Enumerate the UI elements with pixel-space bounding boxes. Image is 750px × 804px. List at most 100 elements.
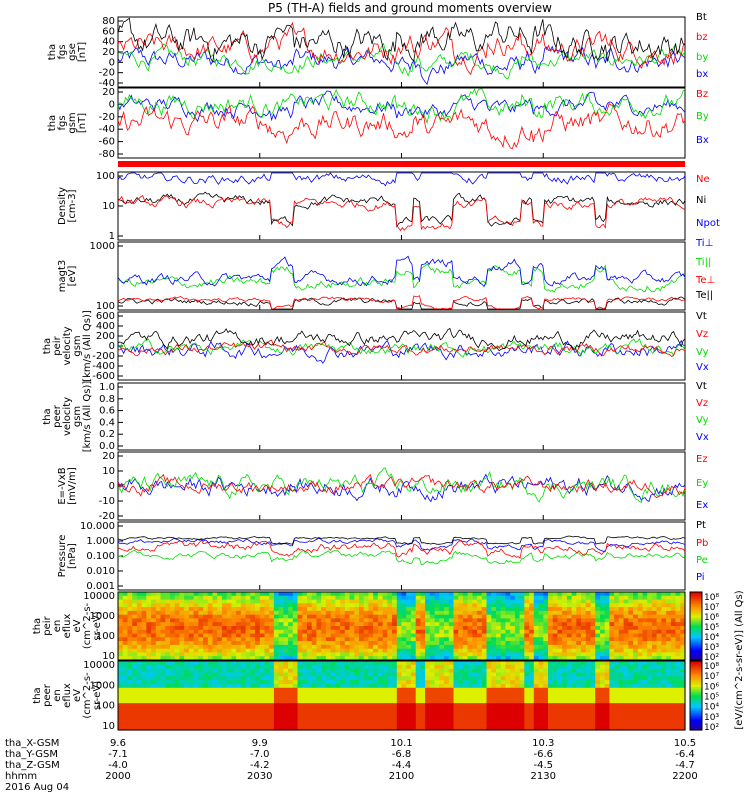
spectrogram-cell: [283, 699, 289, 704]
spectrogram-cell: [217, 648, 223, 654]
spectrogram-cell: [283, 695, 289, 700]
spectrogram-cell: [566, 684, 573, 689]
spectrogram-cell: [349, 668, 355, 674]
spectrogram-cell: [151, 691, 157, 697]
spectrogram-cell: [651, 629, 658, 635]
y-axis-label: [km/s (All Qs)]: [82, 310, 93, 382]
spectrogram-cell: [505, 603, 511, 608]
spectrogram-cell: [604, 633, 610, 638]
spectrogram-cell: [552, 603, 558, 608]
spectrogram-cell: [377, 618, 384, 623]
spectrogram-cell: [359, 703, 365, 708]
spectrogram-cell: [600, 618, 606, 623]
spectrogram-cell: [538, 668, 544, 674]
spectrogram-cell: [434, 714, 440, 720]
spectrogram-cell: [236, 626, 242, 631]
spectrogram-cell: [467, 603, 473, 608]
spectrogram-cell: [245, 603, 251, 608]
spectrogram-cell: [330, 592, 336, 597]
spectrogram-cell: [406, 603, 412, 608]
spectrogram-cell: [529, 610, 535, 616]
spectrogram-cell: [396, 668, 403, 674]
spectrogram-cell: [514, 684, 521, 689]
spectrogram-cell: [179, 626, 185, 631]
spectrogram-cell: [481, 710, 488, 716]
spectrogram-cell: [486, 603, 492, 608]
spectrogram-cell: [670, 661, 677, 666]
spectrogram-cell: [458, 607, 464, 612]
spectrogram-cell: [618, 676, 625, 681]
spectrogram-cell: [193, 707, 199, 712]
spectrogram-cell: [259, 684, 266, 689]
spectrogram-cell: [628, 641, 634, 646]
spectrogram-cell: [429, 664, 436, 670]
spectrogram-cell: [221, 672, 228, 677]
spectrogram-cell: [439, 707, 445, 712]
spectrogram-cell: [651, 644, 658, 650]
spectrogram-cell: [330, 684, 336, 689]
spectrogram-cell: [623, 629, 629, 635]
spectrogram-cell: [335, 695, 341, 700]
spectrogram-cell: [670, 714, 677, 720]
spectrogram-cell: [302, 633, 308, 638]
spectrogram-cell: [207, 710, 214, 716]
spectrogram-cell: [510, 668, 516, 674]
spectrogram-cell: [444, 695, 450, 700]
spectrogram-cell: [609, 714, 615, 720]
y-tick-label: 600: [96, 311, 115, 322]
spectrogram-cell: [571, 592, 577, 597]
spectrogram-cell: [127, 622, 133, 627]
spectrogram-cell: [368, 726, 374, 731]
spectrogram-cell: [548, 618, 554, 623]
spectrogram-cell: [514, 687, 521, 693]
spectrogram-cell: [278, 680, 284, 685]
spectrogram-cell: [122, 707, 128, 712]
spectrogram-cell: [283, 648, 289, 654]
spectrogram-cell: [311, 592, 317, 597]
spectrogram-cell: [533, 687, 540, 693]
spectrogram-cell: [444, 684, 450, 689]
spectrogram-cell: [491, 648, 497, 654]
spectrogram-cell: [453, 656, 459, 661]
spectrogram-cell: [363, 626, 369, 631]
spectrogram-cell: [136, 684, 143, 689]
spectrogram-cell: [264, 622, 270, 627]
spectrogram-cell: [193, 633, 199, 638]
spectrogram-cell: [340, 680, 346, 685]
spectrogram-cell: [373, 699, 379, 704]
spectrogram-cell: [562, 599, 568, 604]
spectrogram-cell: [425, 618, 431, 623]
spectrogram-cell: [614, 595, 620, 601]
spectrogram-cell: [529, 607, 535, 612]
spectrogram-cell: [618, 644, 625, 650]
spectrogram-cell: [571, 664, 577, 670]
spectrogram-cell: [444, 714, 450, 720]
spectrogram-cell: [179, 680, 185, 685]
spectrogram-cell: [472, 656, 478, 661]
spectrogram-cell: [297, 595, 303, 601]
spectrogram-cell: [505, 637, 511, 642]
spectrogram-cell: [359, 607, 365, 612]
spectrogram-cell: [188, 695, 195, 700]
spectrogram-cell: [604, 603, 610, 608]
spectrogram-cell: [236, 652, 242, 657]
spectrogram-cell: [647, 599, 653, 604]
spectrogram-cell: [118, 595, 124, 601]
colorbar-cell: [690, 592, 702, 595]
spectrogram-cell: [292, 664, 299, 670]
spectrogram-cell: [240, 607, 247, 612]
spectrogram-cell: [325, 622, 332, 627]
spectrogram-cell: [259, 718, 266, 723]
spectrogram-cell: [335, 668, 341, 674]
spectrogram-cell: [628, 644, 634, 650]
spectrogram-cell: [514, 672, 521, 677]
spectrogram-cell: [335, 652, 341, 657]
spectrogram-cell: [604, 595, 610, 601]
spectrogram-cell: [307, 626, 313, 631]
spectrogram-cell: [184, 648, 190, 654]
spectrogram-cell: [259, 695, 266, 700]
spectrogram-cell: [245, 626, 251, 631]
spectrogram-cell: [136, 668, 143, 674]
spectrogram-cell: [359, 648, 365, 654]
spectrogram-cell: [486, 644, 492, 650]
